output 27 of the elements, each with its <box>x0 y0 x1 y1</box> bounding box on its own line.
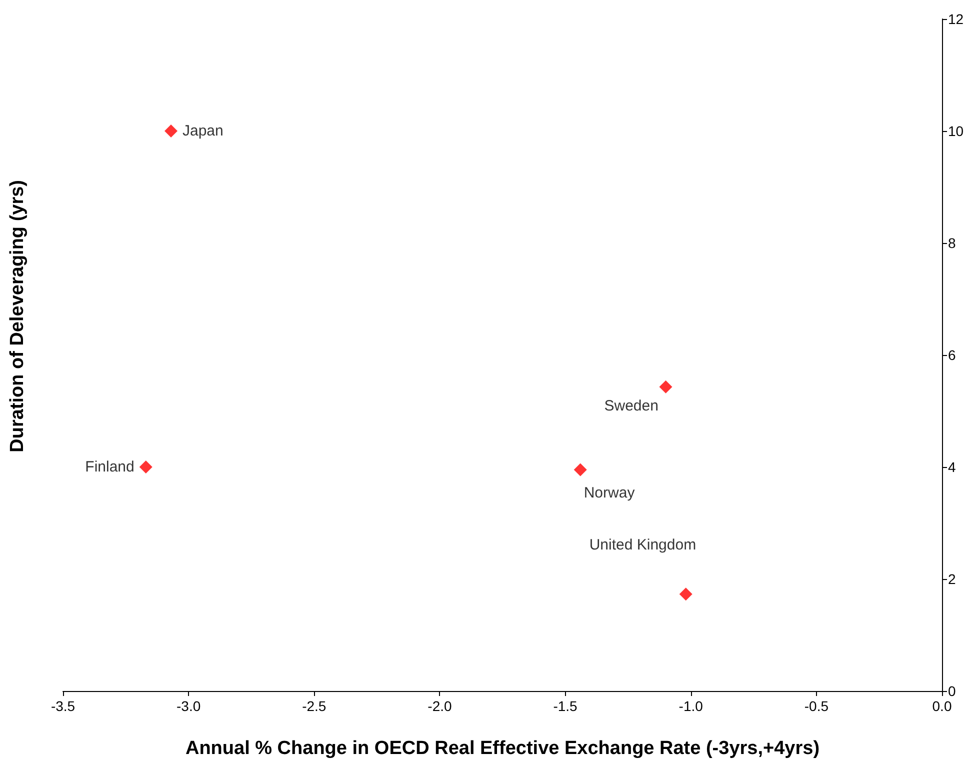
series-label: Finland <box>85 458 134 476</box>
x-tick-label: -3.0 <box>176 698 201 714</box>
x-tick-label: -2.5 <box>302 698 326 714</box>
point <box>139 460 152 474</box>
x-tick-label: -2.0 <box>428 698 452 714</box>
point <box>659 380 672 394</box>
text: United Kingdom <box>589 536 696 554</box>
x-tick-label: 0.0 <box>932 698 952 714</box>
y-tick-label: 4 <box>948 459 956 475</box>
point <box>164 124 178 138</box>
y-tick-label: 0 <box>948 683 956 699</box>
y-tick-label: 2 <box>948 571 956 587</box>
y-axis-title: Duration of Deleveraging (yrs) <box>7 180 28 452</box>
series-label: Norway <box>584 484 636 502</box>
series-label: Japan <box>182 122 224 140</box>
x-tick-label: -0.5 <box>804 698 829 714</box>
y-tick-label: 8 <box>948 235 956 251</box>
x-axis-title: Annual % Change in OECD Real Effective Exchange Rate (-3yrs,+4yrs) <box>185 738 820 759</box>
y-tick-label: 10 <box>948 123 964 139</box>
point <box>574 463 587 476</box>
point <box>679 588 692 601</box>
y-tick-label: 6 <box>948 347 956 363</box>
x-tick-label: -3.5 <box>50 698 76 714</box>
x-tick-label: -1.0 <box>678 698 704 714</box>
x-tick-label: -1.5 <box>553 698 578 714</box>
y-tick-label: 12 <box>948 11 964 27</box>
series-label: Sweden <box>604 397 658 414</box>
